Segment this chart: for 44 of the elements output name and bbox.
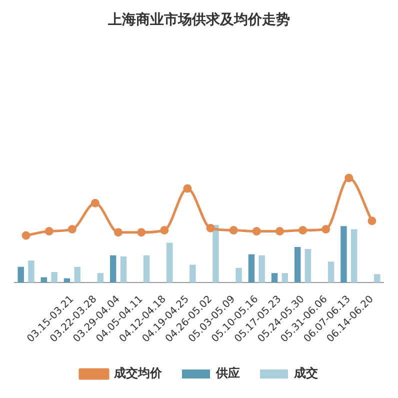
point [68, 224, 76, 234]
bar [248, 254, 255, 282]
point [114, 228, 123, 237]
bar [110, 255, 116, 282]
point [275, 227, 284, 236]
bar [294, 246, 301, 282]
point [44, 227, 54, 236]
bar [74, 266, 80, 282]
bar [143, 255, 150, 282]
bar [190, 264, 196, 282]
bar [120, 256, 127, 282]
point [137, 228, 146, 237]
bar [212, 225, 219, 282]
point [22, 231, 30, 240]
bar [304, 249, 312, 282]
point [90, 198, 100, 208]
bar [28, 260, 34, 282]
bar [64, 278, 70, 282]
bar [328, 262, 334, 282]
bar [51, 272, 58, 282]
point [322, 224, 330, 234]
bar [374, 274, 380, 282]
legend-label: 供应 [215, 366, 240, 380]
bar [271, 273, 278, 282]
point [298, 226, 308, 235]
bar [258, 255, 265, 282]
point [252, 227, 261, 236]
point [183, 184, 192, 193]
bar [350, 229, 358, 282]
bar [340, 226, 347, 282]
bar [282, 273, 288, 282]
bar [18, 266, 24, 282]
chart-title: 上海商业市场供求及均价走势 [107, 11, 290, 28]
bar [236, 268, 242, 282]
legend-label: 成交 [293, 366, 318, 380]
bar [97, 273, 104, 282]
point [229, 226, 238, 235]
legend-label: 成交均价 [113, 366, 163, 380]
point [206, 224, 215, 232]
bar [40, 277, 48, 282]
point [344, 174, 354, 182]
point [368, 216, 376, 226]
point [160, 226, 169, 235]
bar [166, 242, 173, 282]
